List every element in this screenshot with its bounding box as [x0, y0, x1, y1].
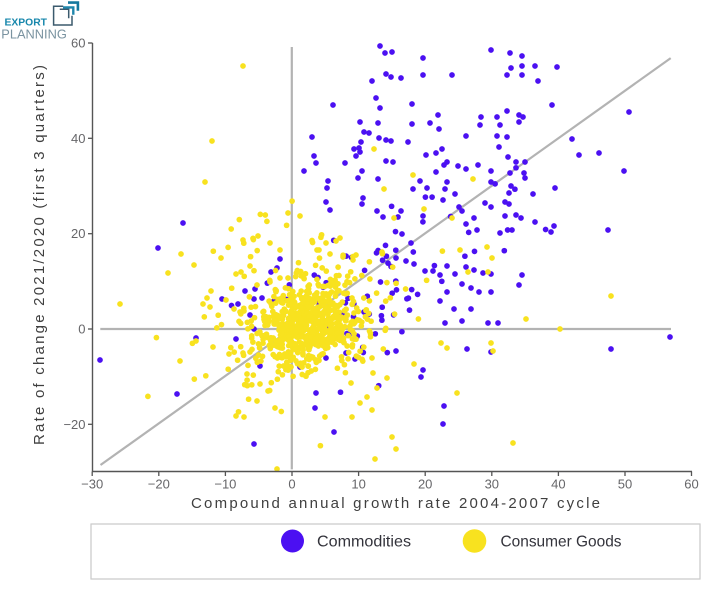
- svg-text:40: 40: [71, 131, 85, 146]
- svg-text:20: 20: [418, 477, 432, 492]
- svg-text:−30: −30: [81, 477, 103, 492]
- svg-text:50: 50: [618, 477, 632, 492]
- svg-text:0: 0: [78, 322, 85, 337]
- svg-text:20: 20: [71, 226, 85, 241]
- svg-text:30: 30: [485, 477, 499, 492]
- svg-text:60: 60: [684, 477, 698, 492]
- svg-text:−20: −20: [63, 417, 85, 432]
- svg-text:EXPORT: EXPORT: [5, 17, 48, 29]
- svg-text:60: 60: [71, 36, 85, 51]
- svg-text:0: 0: [288, 477, 295, 492]
- svg-text:−20: −20: [148, 477, 170, 492]
- svg-text:Rate of change 2021/2020 (firs: Rate of change 2021/2020 (first 3 quarte…: [31, 65, 48, 445]
- svg-text:Commodities: Commodities: [317, 534, 411, 551]
- svg-text:40: 40: [551, 477, 565, 492]
- svg-text:Consumer Goods: Consumer Goods: [501, 534, 622, 551]
- svg-text:PLANNING: PLANNING: [1, 27, 67, 42]
- svg-text:−10: −10: [214, 477, 236, 492]
- svg-text:Compound annual growth rate 20: Compound annual growth rate 2004-2007 cy…: [191, 495, 600, 512]
- svg-text:10: 10: [351, 477, 365, 492]
